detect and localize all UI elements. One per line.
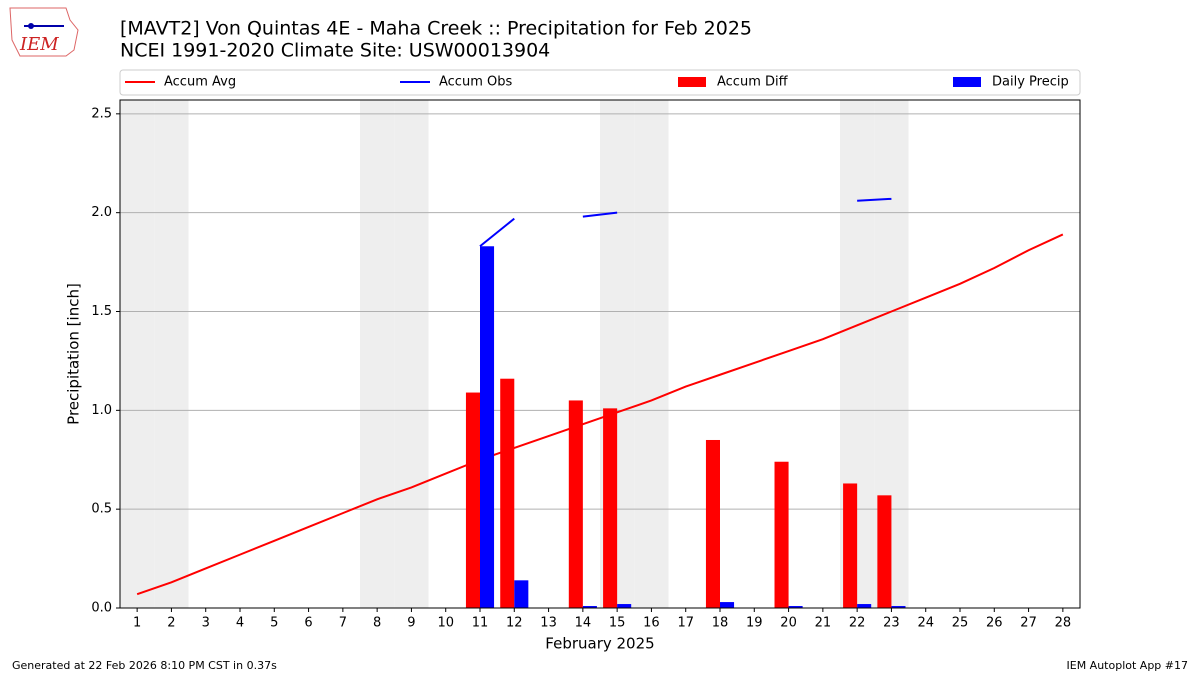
y-tick-label: 1.5 — [91, 304, 112, 319]
x-tick-label: 15 — [609, 616, 626, 631]
bar — [774, 461, 789, 608]
x-tick-label: 10 — [437, 616, 454, 631]
x-tick-label: 25 — [952, 616, 969, 631]
x-tick-label: 22 — [849, 616, 866, 631]
bar — [568, 400, 583, 608]
x-tick-label: 7 — [339, 616, 347, 631]
x-tick-label: 21 — [815, 616, 832, 631]
y-tick-label: 2.5 — [91, 106, 112, 121]
x-tick-label: 8 — [373, 616, 381, 631]
bar — [705, 439, 720, 608]
footer-right: IEM Autoplot App #17 — [1067, 659, 1189, 672]
bar — [857, 604, 872, 608]
footer-left: Generated at 22 Feb 2026 8:10 PM CST in … — [12, 659, 277, 672]
bar — [877, 495, 892, 608]
bar — [480, 246, 495, 608]
x-tick-label: 12 — [506, 616, 523, 631]
legend-label: Accum Avg — [164, 75, 236, 90]
x-tick-label: 19 — [746, 616, 763, 631]
x-tick-label: 1 — [133, 616, 141, 631]
x-tick-label: 17 — [677, 616, 694, 631]
bar — [465, 392, 480, 608]
y-tick-label: 0.5 — [91, 502, 112, 517]
x-tick-label: 26 — [986, 616, 1003, 631]
weekend-shade — [394, 100, 429, 608]
bar — [617, 604, 632, 608]
chart-subtitle: NCEI 1991-2020 Climate Site: USW00013904 — [120, 40, 550, 62]
legend-swatch — [953, 77, 981, 87]
legend-label: Daily Precip — [992, 75, 1069, 90]
x-axis-label: February 2025 — [545, 635, 654, 653]
line — [479, 197, 892, 248]
bar — [891, 606, 906, 608]
chart-title: [MAVT2] Von Quintas 4E - Maha Creek :: P… — [120, 18, 752, 40]
weekend-shade — [120, 100, 155, 608]
x-tick-label: 14 — [575, 616, 592, 631]
legend-label: Accum Diff — [717, 75, 789, 90]
y-axis-label: Precipitation [inch] — [65, 283, 83, 425]
line — [136, 233, 1064, 596]
x-tick-label: 13 — [540, 616, 557, 631]
y-tick-label: 1.0 — [91, 403, 112, 418]
y-tick-label: 0.0 — [91, 601, 112, 616]
bar — [582, 606, 597, 608]
bar — [514, 580, 529, 608]
x-tick-label: 2 — [167, 616, 175, 631]
x-tick-label: 16 — [643, 616, 660, 631]
x-tick-label: 20 — [780, 616, 797, 631]
legend-swatch — [678, 77, 706, 87]
weekend-shade — [360, 100, 395, 608]
bar — [603, 408, 618, 608]
y-tick-label: 2.0 — [91, 205, 112, 220]
bar — [843, 483, 858, 608]
logo-text: IEM — [19, 34, 59, 55]
weekend-shade — [634, 100, 669, 608]
x-tick-label: 27 — [1020, 616, 1037, 631]
x-tick-label: 6 — [304, 616, 312, 631]
x-tick-label: 9 — [407, 616, 415, 631]
x-tick-label: 5 — [270, 616, 278, 631]
bar — [500, 378, 515, 608]
legend — [119, 69, 1081, 96]
x-tick-label: 4 — [236, 616, 244, 631]
x-tick-label: 28 — [1055, 616, 1072, 631]
plot-frame — [119, 99, 1081, 609]
x-tick-label: 3 — [202, 616, 210, 631]
logo: IEM — [9, 7, 79, 57]
bar — [720, 602, 735, 608]
bar — [788, 606, 803, 608]
legend-label: Accum Obs — [439, 75, 512, 90]
x-tick-label: 18 — [712, 616, 729, 631]
x-tick-label: 23 — [883, 616, 900, 631]
weekend-shade — [154, 100, 189, 608]
x-tick-label: 11 — [472, 616, 489, 631]
x-tick-label: 24 — [917, 616, 934, 631]
